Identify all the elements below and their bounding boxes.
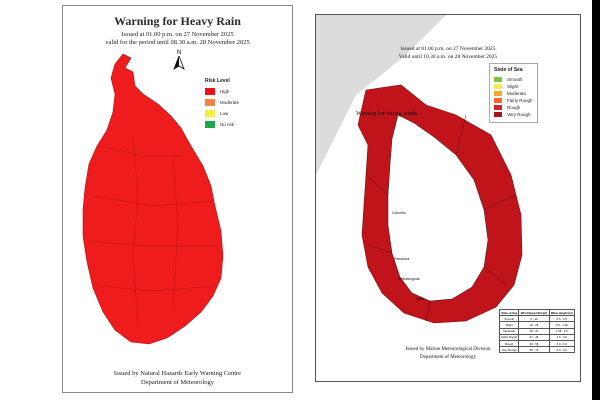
- strong-winds-footer-department: Department of Meteorology: [419, 355, 477, 360]
- place-label-colombo: Colombo: [392, 211, 407, 215]
- legend-item-low: Low: [205, 110, 239, 117]
- legend-swatch-high: [205, 88, 215, 95]
- heavy-rain-footer-department: Department of Meteorology: [141, 379, 214, 386]
- legend-item-high: High: [205, 88, 239, 95]
- sri-lanka-rain-map: [82, 53, 224, 345]
- sea-legend-slight-label: Slight: [507, 84, 519, 89]
- sea-legend-rough: Rough: [494, 105, 533, 110]
- state-of-sea-legend: State of Sea Smooth Slight Moderate Fair…: [489, 63, 538, 123]
- strong-winds-title: Warning for strong winds: [356, 111, 418, 117]
- strong-winds-map-panel: Issued at 01.00 p.m. on 27 November 2025…: [315, 14, 581, 382]
- sea-state-table: State of Sea Wind Speed (Kmph) Wave Heig…: [498, 308, 576, 354]
- north-label: N: [176, 50, 182, 56]
- sea-legend-very-rough: Very Rough: [494, 112, 533, 117]
- strong-winds-footer-issuer: Issued by Marine Meteorological Division: [405, 347, 491, 352]
- sea-legend-fairly-rough-swatch: [494, 98, 502, 103]
- place-label-ambalangoda: Ambalangoda: [398, 277, 420, 281]
- table-row: Fairly Rough 37 - 46 2.5 - 4.0: [498, 333, 576, 341]
- heavy-rain-map-panel: Warning for Heavy Rain Issued at 01.00 p…: [62, 5, 293, 393]
- island-shape: [82, 53, 224, 345]
- sea-legend-moderate-label: Moderate: [507, 91, 527, 96]
- sea-legend-smooth-label: Smooth: [507, 77, 523, 82]
- table-cell: Very Rough: [498, 346, 520, 354]
- heavy-rain-valid-text: valid for the period until 08.30 a.m. 28…: [105, 39, 250, 46]
- sea-legend-rough-swatch: [494, 105, 502, 110]
- place-label-galle: Galle: [416, 297, 425, 301]
- sea-legend-rough-label: Rough: [507, 105, 521, 110]
- legend-label-low: Low: [220, 111, 229, 116]
- place-label-panadura: Panadura: [394, 257, 410, 261]
- screen-edge-strip: [592, 0, 600, 400]
- sea-legend-title: State of Sea: [494, 67, 523, 73]
- legend-swatch-no-risk: [205, 121, 215, 128]
- north-arrow-icon: N: [173, 50, 185, 72]
- sea-legend-very-rough-label: Very Rough: [507, 112, 531, 117]
- legend-label-no-risk: No risk: [220, 122, 235, 127]
- heavy-rain-footer-issuer: Issued by Natural Hazards Early Warning …: [113, 370, 242, 377]
- legend-swatch-moderate: [205, 99, 215, 106]
- table-cell: 6.0 - 9.0: [548, 346, 576, 354]
- sea-legend-smooth-swatch: [494, 77, 502, 82]
- strong-winds-issued-text: Issued at 01.00 p.m. on 27 November 2025: [400, 46, 496, 52]
- legend-item-no-risk: No risk: [205, 121, 239, 128]
- heavy-rain-title: Warning for Heavy Rain: [114, 14, 241, 28]
- risk-level-legend: Risk Level High Moderate Low No risk: [205, 78, 239, 132]
- legend-title: Risk Level: [205, 78, 230, 84]
- table-row: Moderate 28 - 37 1.25 - 2.5: [498, 327, 576, 335]
- sea-legend-slight: Slight: [494, 84, 533, 89]
- strong-winds-valid-text: Valid until 10.30 a.m. on 28 November 20…: [398, 54, 498, 60]
- legend-label-moderate: Moderate: [220, 100, 240, 105]
- legend-swatch-low: [205, 110, 215, 117]
- sea-legend-fairly-rough: Fairly Rough: [494, 98, 533, 103]
- sea-legend-fairly-rough-label: Fairly Rough: [507, 98, 533, 103]
- sea-legend-very-rough-swatch: [494, 112, 502, 117]
- legend-item-moderate: Moderate: [205, 99, 239, 106]
- district-boundaries: [87, 135, 218, 327]
- sea-legend-moderate-swatch: [494, 91, 502, 96]
- sea-legend-moderate: Moderate: [494, 91, 533, 96]
- belt-boundaries: [365, 114, 517, 322]
- sea-legend-slight-swatch: [494, 84, 502, 89]
- table-row: Very Rough 55 - 74 6.0 - 9.0: [498, 346, 576, 354]
- heavy-rain-issued-text: Issued at 01.00 p.m. on 27 November 2025: [121, 31, 234, 38]
- legend-label-high: High: [220, 89, 230, 94]
- sea-legend-smooth: Smooth: [494, 77, 533, 82]
